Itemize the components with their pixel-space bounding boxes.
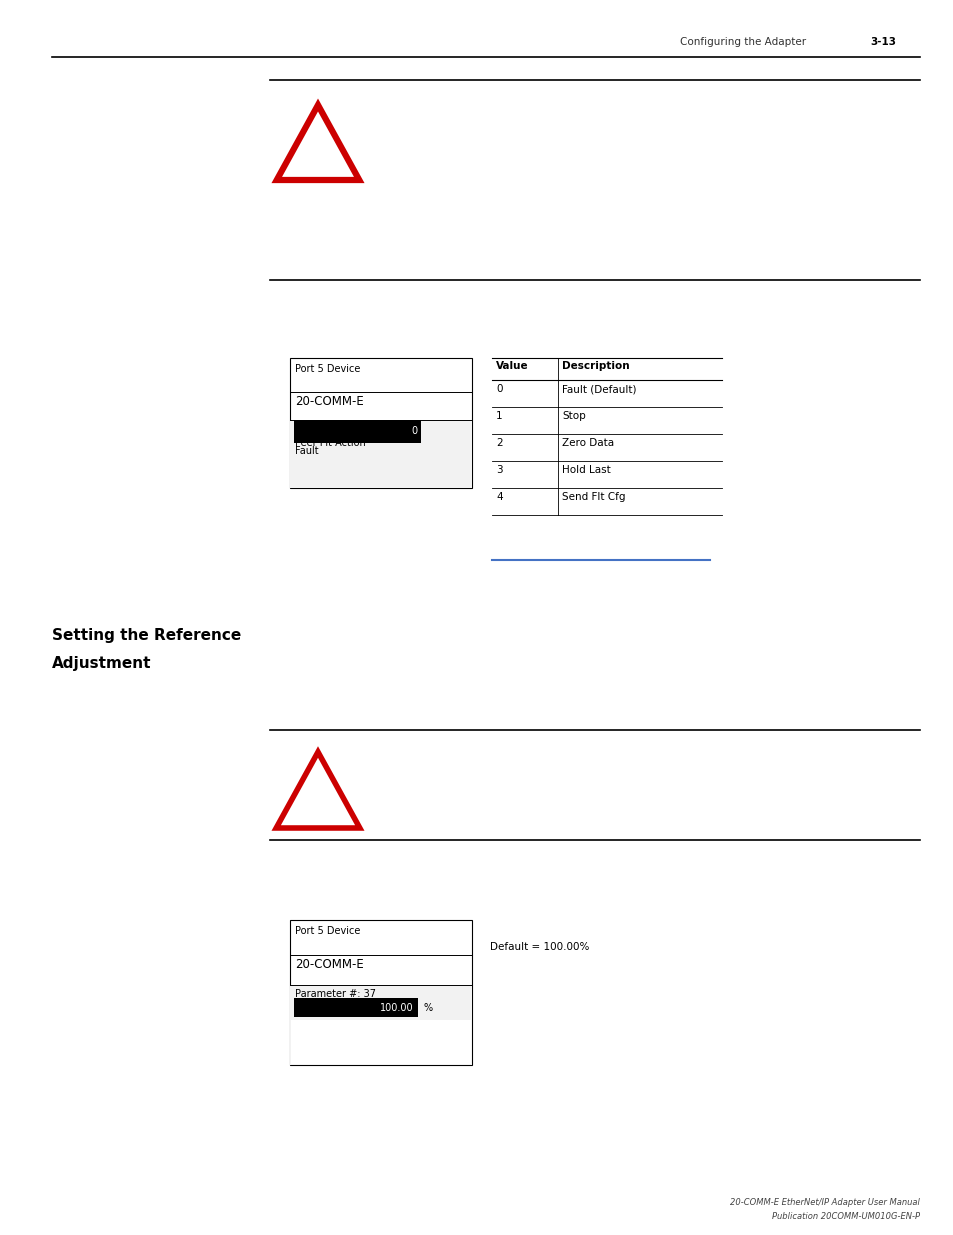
FancyBboxPatch shape bbox=[290, 986, 472, 1065]
Text: Hold Last: Hold Last bbox=[561, 466, 610, 475]
Text: Parameter #: 37: Parameter #: 37 bbox=[294, 989, 375, 999]
Text: Default = 100.00%: Default = 100.00% bbox=[490, 942, 589, 952]
Text: 3: 3 bbox=[496, 466, 502, 475]
Text: Configuring the Adapter: Configuring the Adapter bbox=[679, 37, 805, 47]
Text: Port 5 Device: Port 5 Device bbox=[294, 364, 360, 374]
Text: 20-COMM-E EtherNet/IP Adapter User Manual: 20-COMM-E EtherNet/IP Adapter User Manua… bbox=[729, 1198, 919, 1207]
FancyBboxPatch shape bbox=[290, 358, 472, 488]
Text: 2: 2 bbox=[496, 438, 502, 448]
Text: 1: 1 bbox=[496, 411, 502, 421]
Text: 20-COMM-E: 20-COMM-E bbox=[294, 958, 363, 971]
Text: Description: Description bbox=[561, 361, 629, 370]
Text: 3-13: 3-13 bbox=[869, 37, 895, 47]
Text: Port 5 Device: Port 5 Device bbox=[294, 926, 360, 936]
Text: Adjustment: Adjustment bbox=[52, 656, 152, 671]
FancyBboxPatch shape bbox=[290, 920, 472, 1065]
Text: Publication 20COMM-UM010G-EN-P: Publication 20COMM-UM010G-EN-P bbox=[771, 1212, 919, 1221]
FancyBboxPatch shape bbox=[294, 420, 421, 442]
Text: %: % bbox=[423, 1003, 433, 1013]
Text: Value: Value bbox=[496, 361, 528, 370]
Text: 0: 0 bbox=[496, 384, 502, 394]
Polygon shape bbox=[276, 752, 359, 827]
Text: Fault: Fault bbox=[294, 446, 318, 456]
Text: 100.00: 100.00 bbox=[379, 1003, 414, 1013]
Text: 0.00 <> 200.00: 0.00 <> 200.00 bbox=[394, 1039, 467, 1047]
FancyBboxPatch shape bbox=[294, 998, 417, 1018]
Text: Zero Data: Zero Data bbox=[561, 438, 614, 448]
Text: Setting the Reference: Setting the Reference bbox=[52, 629, 241, 643]
Text: Peer Flt Action: Peer Flt Action bbox=[294, 438, 365, 448]
FancyBboxPatch shape bbox=[290, 420, 472, 488]
Text: Ref Adjust: Ref Adjust bbox=[294, 1003, 344, 1013]
Text: 20-COMM-E: 20-COMM-E bbox=[294, 395, 363, 408]
Text: Fault (Default): Fault (Default) bbox=[561, 384, 636, 394]
FancyBboxPatch shape bbox=[291, 1020, 471, 1065]
Text: 4: 4 bbox=[496, 492, 502, 501]
Text: 0: 0 bbox=[411, 426, 417, 436]
Text: Stop: Stop bbox=[561, 411, 585, 421]
Text: Send Flt Cfg: Send Flt Cfg bbox=[561, 492, 625, 501]
Polygon shape bbox=[276, 105, 359, 180]
Text: Parameter #: 41: Parameter #: 41 bbox=[294, 425, 375, 435]
